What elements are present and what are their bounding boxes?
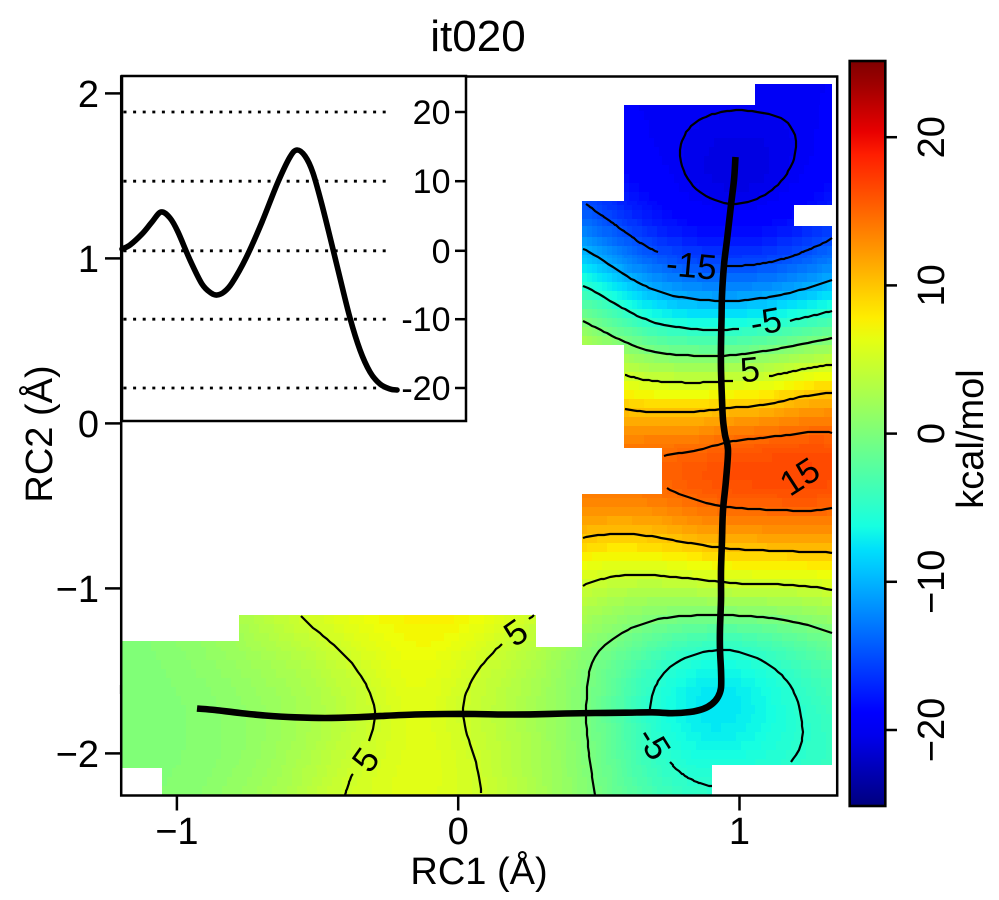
svg-text:−2: −2 [56, 734, 99, 776]
svg-text:RC2 (Å): RC2 (Å) [17, 365, 61, 502]
svg-text:−20: −20 [911, 698, 953, 762]
svg-text:1: 1 [729, 811, 750, 853]
svg-text:kcal/mol: kcal/mol [950, 369, 992, 508]
svg-text:-20: -20 [401, 370, 450, 408]
svg-text:0: 0 [78, 404, 99, 446]
svg-text:5: 5 [738, 350, 761, 391]
svg-text:-10: -10 [401, 301, 450, 339]
svg-text:−10: −10 [911, 550, 953, 614]
svg-text:0: 0 [448, 811, 469, 853]
svg-text:-5: -5 [747, 300, 784, 344]
svg-text:10: 10 [911, 264, 953, 306]
svg-text:-15: -15 [665, 244, 719, 287]
svg-text:10: 10 [413, 163, 451, 201]
svg-text:20: 20 [911, 116, 953, 158]
svg-text:1: 1 [78, 239, 99, 281]
svg-text:20: 20 [413, 94, 451, 132]
svg-text:it020: it020 [430, 12, 525, 61]
svg-text:−1: −1 [56, 569, 99, 611]
svg-text:RC1 (Å): RC1 (Å) [410, 849, 547, 893]
svg-text:0: 0 [432, 233, 451, 271]
svg-text:0: 0 [911, 423, 953, 444]
svg-text:−1: −1 [155, 811, 198, 853]
svg-text:2: 2 [78, 74, 99, 116]
